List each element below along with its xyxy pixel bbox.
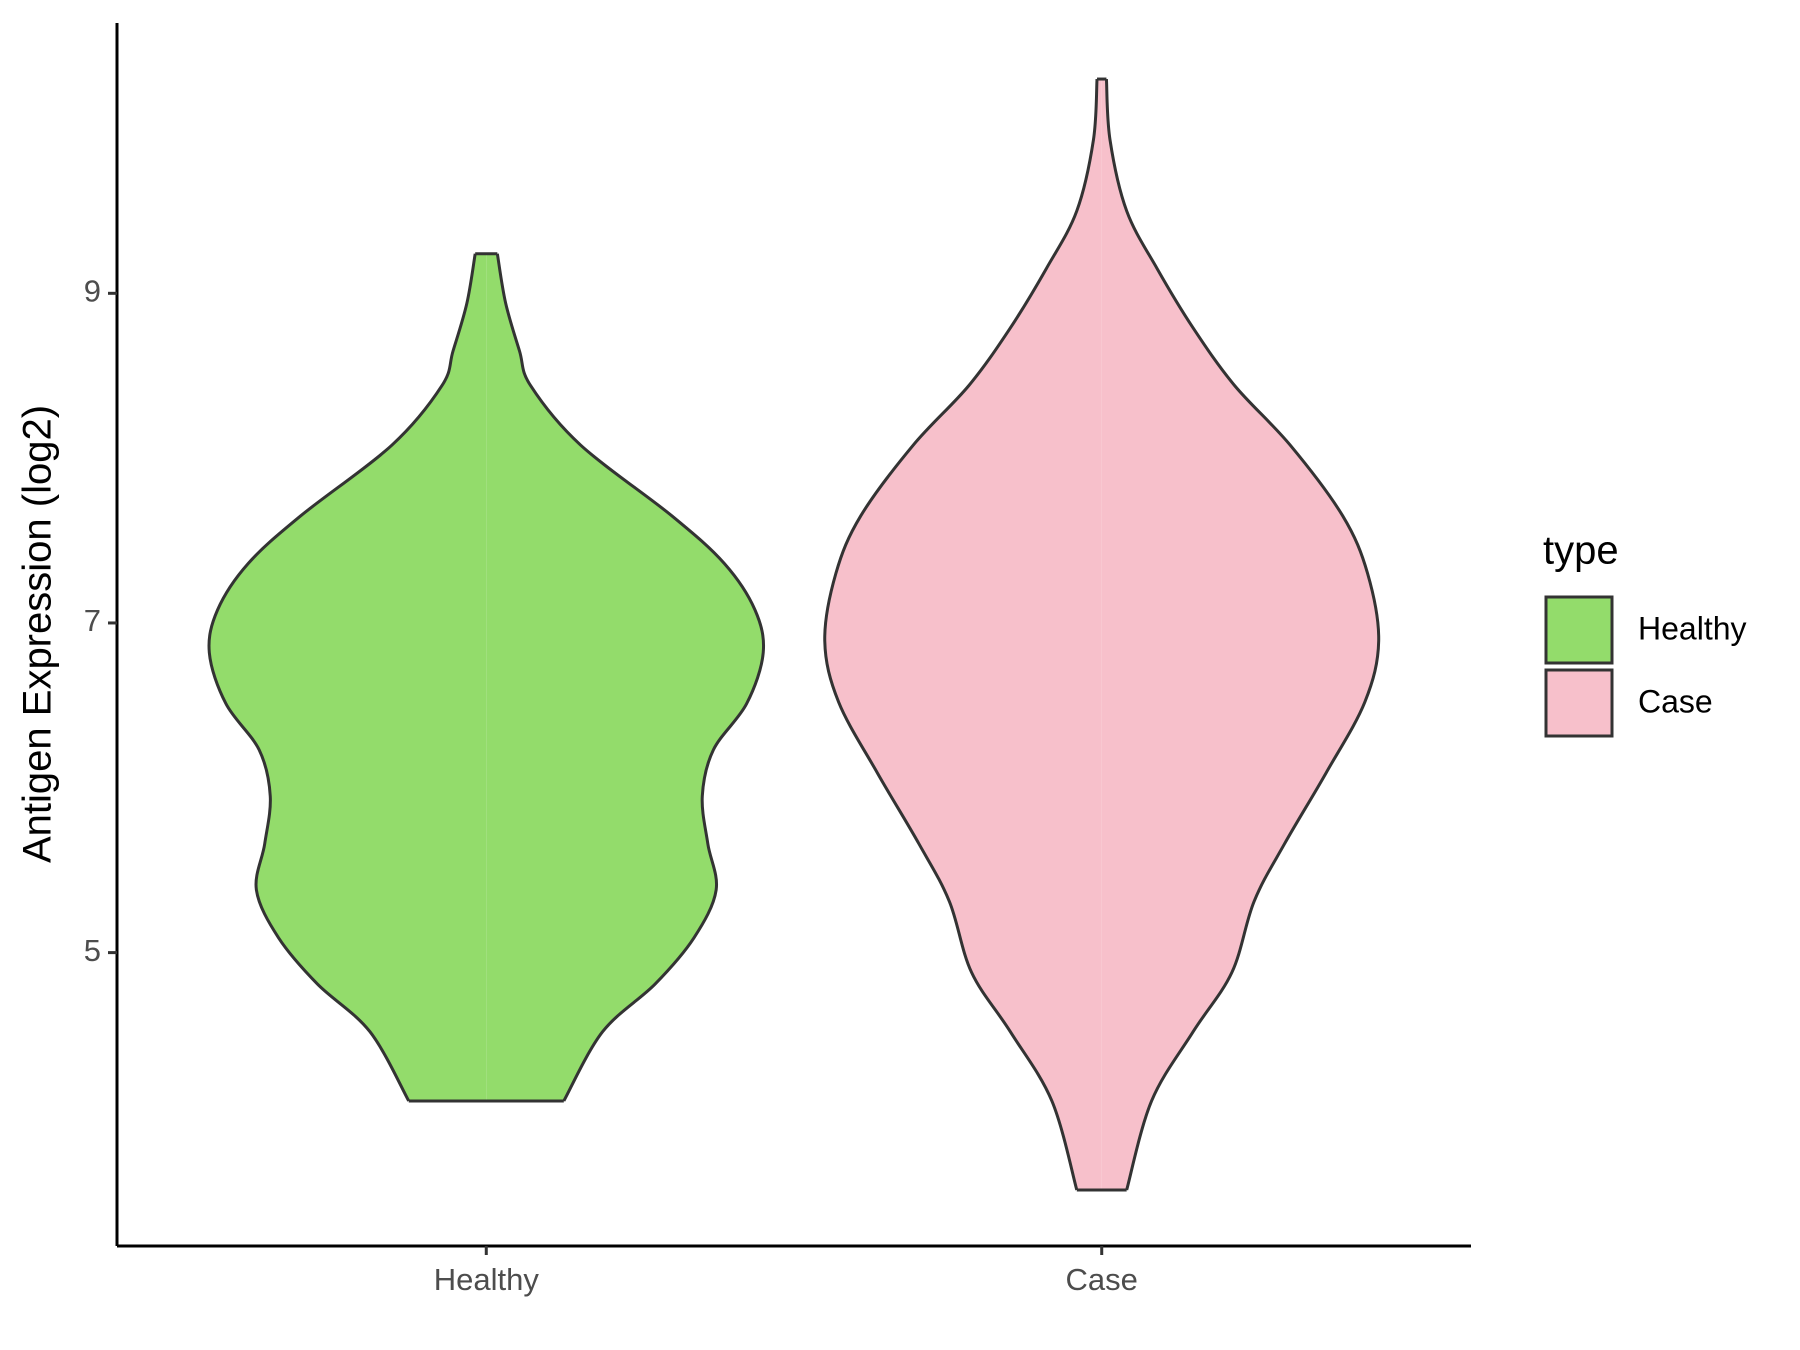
legend-label: Healthy (1638, 610, 1747, 646)
violin-outline (823, 78, 1099, 1191)
x-tick-label: Case (1066, 1262, 1138, 1297)
y-tick-label: 5 (84, 933, 101, 968)
y-axis-title: Antigen Expression (log2) (16, 405, 60, 863)
legend-title: type (1543, 529, 1619, 573)
violin-fill (209, 253, 487, 1101)
violin-outline (1104, 78, 1381, 1191)
legend-label: Case (1638, 683, 1713, 719)
violin-fill (824, 79, 1102, 1190)
legend-key (1544, 595, 1614, 665)
x-tick-label: Healthy (434, 1262, 540, 1297)
legend-key (1544, 668, 1614, 738)
y-tick-label: 9 (84, 274, 101, 309)
violin-outline (207, 253, 477, 1102)
violin-outline (495, 253, 766, 1102)
violin-fill (486, 253, 764, 1101)
violin-fill (1101, 79, 1379, 1190)
y-tick-label: 7 (84, 603, 101, 638)
